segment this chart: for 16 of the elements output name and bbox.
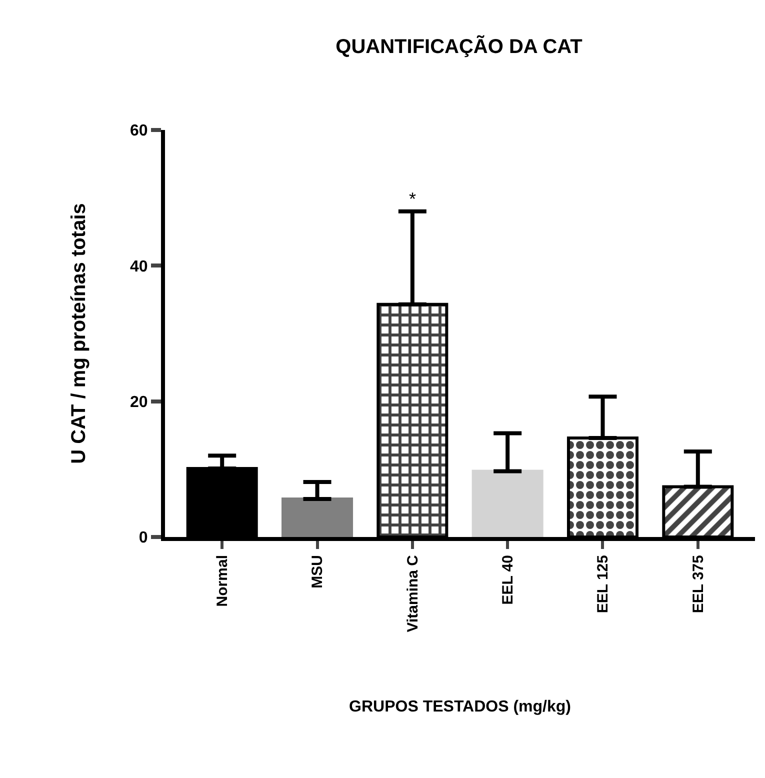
- y-tick-label: 40: [130, 258, 148, 276]
- x-tick-label: Normal: [214, 555, 231, 607]
- x-tick-label: EEL 375: [690, 555, 707, 614]
- x-tick-label: EEL 125: [594, 555, 612, 614]
- annotation: *: [409, 189, 416, 209]
- x-axis-title: GRUPOS TESTADOS (mg/kg): [349, 698, 571, 716]
- y-axis-title: U CAT / mg proteínas totais: [68, 203, 90, 464]
- y-tick-label: 0: [138, 530, 148, 547]
- chart-title: QUANTIFICAÇÃO DA CAT: [336, 34, 582, 58]
- x-tick-label: MSU: [309, 555, 326, 588]
- y-tick-label: 20: [130, 394, 148, 411]
- bar: [472, 470, 544, 537]
- bar: [282, 498, 354, 537]
- y-tick-label: 60: [130, 122, 148, 140]
- x-tick-label: Vitamina C: [404, 554, 422, 632]
- x-tick-label: EEL 40: [499, 555, 516, 605]
